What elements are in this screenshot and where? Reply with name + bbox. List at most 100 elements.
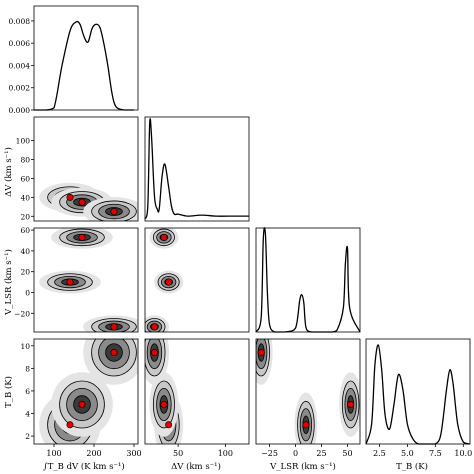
axes-frame (33, 5, 139, 111)
marginal-panel-dV (144, 118, 249, 220)
y-tick-label: 20 (20, 268, 30, 277)
x-tick-label: 25 (316, 449, 326, 458)
y-tick-label: 0.000 (9, 106, 31, 115)
axes-dV-vlsr (144, 227, 250, 333)
panels-layer: 0.0000.0020.0040.0060.00820406080100−200… (9, 5, 472, 458)
mode-point-0 (165, 278, 173, 286)
axes-frame (144, 227, 250, 333)
x-tick-label: 7.5 (429, 449, 442, 458)
marginal-panel-TB (365, 344, 471, 445)
y-tick-label: −20 (14, 309, 30, 318)
xlabel-vlsr: V_LSR (km s⁻¹) (269, 461, 336, 472)
axes-TB-TB: 2.5 5.0 7.5 10.0 (365, 338, 472, 458)
axes-vlsr-vlsr (255, 227, 361, 333)
x-tick-label: 0 (293, 449, 298, 458)
mode-point-0 (66, 193, 74, 201)
y-tick-label: 6 (25, 387, 30, 396)
marginal-line-vlsr (255, 227, 361, 333)
mode-points-dV-TB (150, 349, 173, 429)
y-tick-label: 8 (25, 364, 30, 373)
y-tick-label: 80 (20, 156, 30, 165)
x-tick-label: 300 (126, 449, 141, 458)
x-tick-label: 5.0 (401, 449, 414, 458)
y-tick-label: 0.002 (9, 84, 31, 93)
x-tick-label: 10.0 (454, 449, 472, 458)
mode-point-2 (150, 349, 158, 357)
mode-point-0 (66, 421, 74, 429)
marginal-panel-vlsr (255, 227, 361, 333)
x-tick-label: 2.5 (373, 449, 386, 458)
marginal-line-dV (144, 118, 249, 220)
ylabel-dV: ΔV (km s⁻¹) (3, 147, 14, 197)
y-tick-label: 40 (20, 193, 30, 202)
axis-labels-layer: ∫T_B dV (K km s⁻¹) ΔV (km s⁻¹) V_LSR (km… (3, 147, 428, 472)
xlabel-dV: ΔV (km s⁻¹) (171, 461, 221, 472)
y-tick-label: 100 (16, 137, 31, 146)
mode-point-1 (347, 400, 355, 408)
axes-intTB-intTB: 0.000 0.002 0.004 0.006 0.008 (9, 5, 139, 115)
y-tick-label: 0.008 (9, 17, 31, 26)
y-tick-label: 0.006 (9, 39, 31, 48)
contour-clip-intTB-TB (39, 339, 138, 444)
mode-point-2 (257, 349, 265, 357)
ylabel-TB: T_B (K) (3, 376, 14, 408)
y-tick-label: 60 (20, 174, 30, 183)
contour-clip-dV-TB (145, 339, 184, 444)
axes-intTB-dV: 20 40 60 80 100 (16, 116, 139, 222)
axes-frame (144, 116, 250, 222)
mode-points-dV-vlsr (150, 233, 173, 331)
x-tick-label: 100 (46, 449, 61, 458)
mode-point-0 (302, 421, 310, 429)
contour-group-intTB-TB (39, 339, 138, 444)
mode-point-2 (110, 323, 118, 331)
y-tick-label: 60 (20, 226, 30, 235)
x-tick-label: 100 (218, 449, 233, 458)
axes-frame (365, 338, 471, 445)
contour-group-dV-TB (145, 339, 184, 444)
contour-group-dV-vlsr (145, 228, 184, 332)
mode-point-1 (78, 233, 86, 241)
mode-points-vlsr-TB (257, 349, 355, 429)
mode-points-intTB-dV (66, 193, 118, 216)
axes-frame (33, 227, 139, 333)
y-tick-label: 4 (25, 410, 30, 419)
contour-clip-dV-vlsr (145, 228, 184, 332)
contour-clip-intTB-vlsr (39, 228, 138, 332)
contour-clip-intTB-dV (39, 182, 138, 221)
y-tick-label: 0 (25, 288, 30, 297)
mode-points-intTB-TB (66, 349, 118, 429)
axes-dV-dV (144, 116, 250, 222)
axes-frame (33, 338, 139, 445)
axes-frame (33, 116, 139, 222)
mode-points-intTB-vlsr (66, 233, 118, 331)
axes-intTB-TB: 100 200 300 2 4 6 8 10 (20, 338, 142, 458)
x-tick-label: −25 (261, 449, 278, 458)
x-tick-label: 50 (173, 449, 183, 458)
marginal-line-intTB (34, 20, 134, 111)
xlabel-TB: T_B (K) (396, 461, 428, 472)
axes-intTB-vlsr: −20 0 20 40 60 (14, 226, 139, 333)
contour-group-vlsr-TB (256, 339, 360, 444)
mode-point-1 (78, 198, 86, 206)
y-tick-label: 2 (25, 432, 30, 441)
axes-frame (144, 338, 250, 445)
mode-point-1 (160, 400, 168, 408)
axes-frame (255, 338, 361, 445)
mode-point-2 (150, 323, 158, 331)
mode-point-1 (160, 233, 168, 241)
y-tick-label: 10 (20, 342, 30, 351)
axes-dV-TB: 50 100 (144, 338, 250, 458)
x-tick-label: 50 (342, 449, 352, 458)
mode-point-1 (78, 400, 86, 408)
xlabel-intTB: ∫T_B dV (K km s⁻¹) (43, 461, 124, 472)
contour-clip-vlsr-TB (256, 339, 360, 444)
mode-point-2 (110, 349, 118, 357)
x-tick-label: 200 (86, 449, 101, 458)
contour-group-intTB-dV (39, 182, 138, 221)
mode-point-2 (110, 208, 118, 216)
axes-vlsr-TB: −25 0 25 50 (255, 338, 361, 458)
y-tick-label: 20 (20, 212, 30, 221)
mode-point-0 (165, 421, 173, 429)
mode-point-0 (66, 278, 74, 286)
